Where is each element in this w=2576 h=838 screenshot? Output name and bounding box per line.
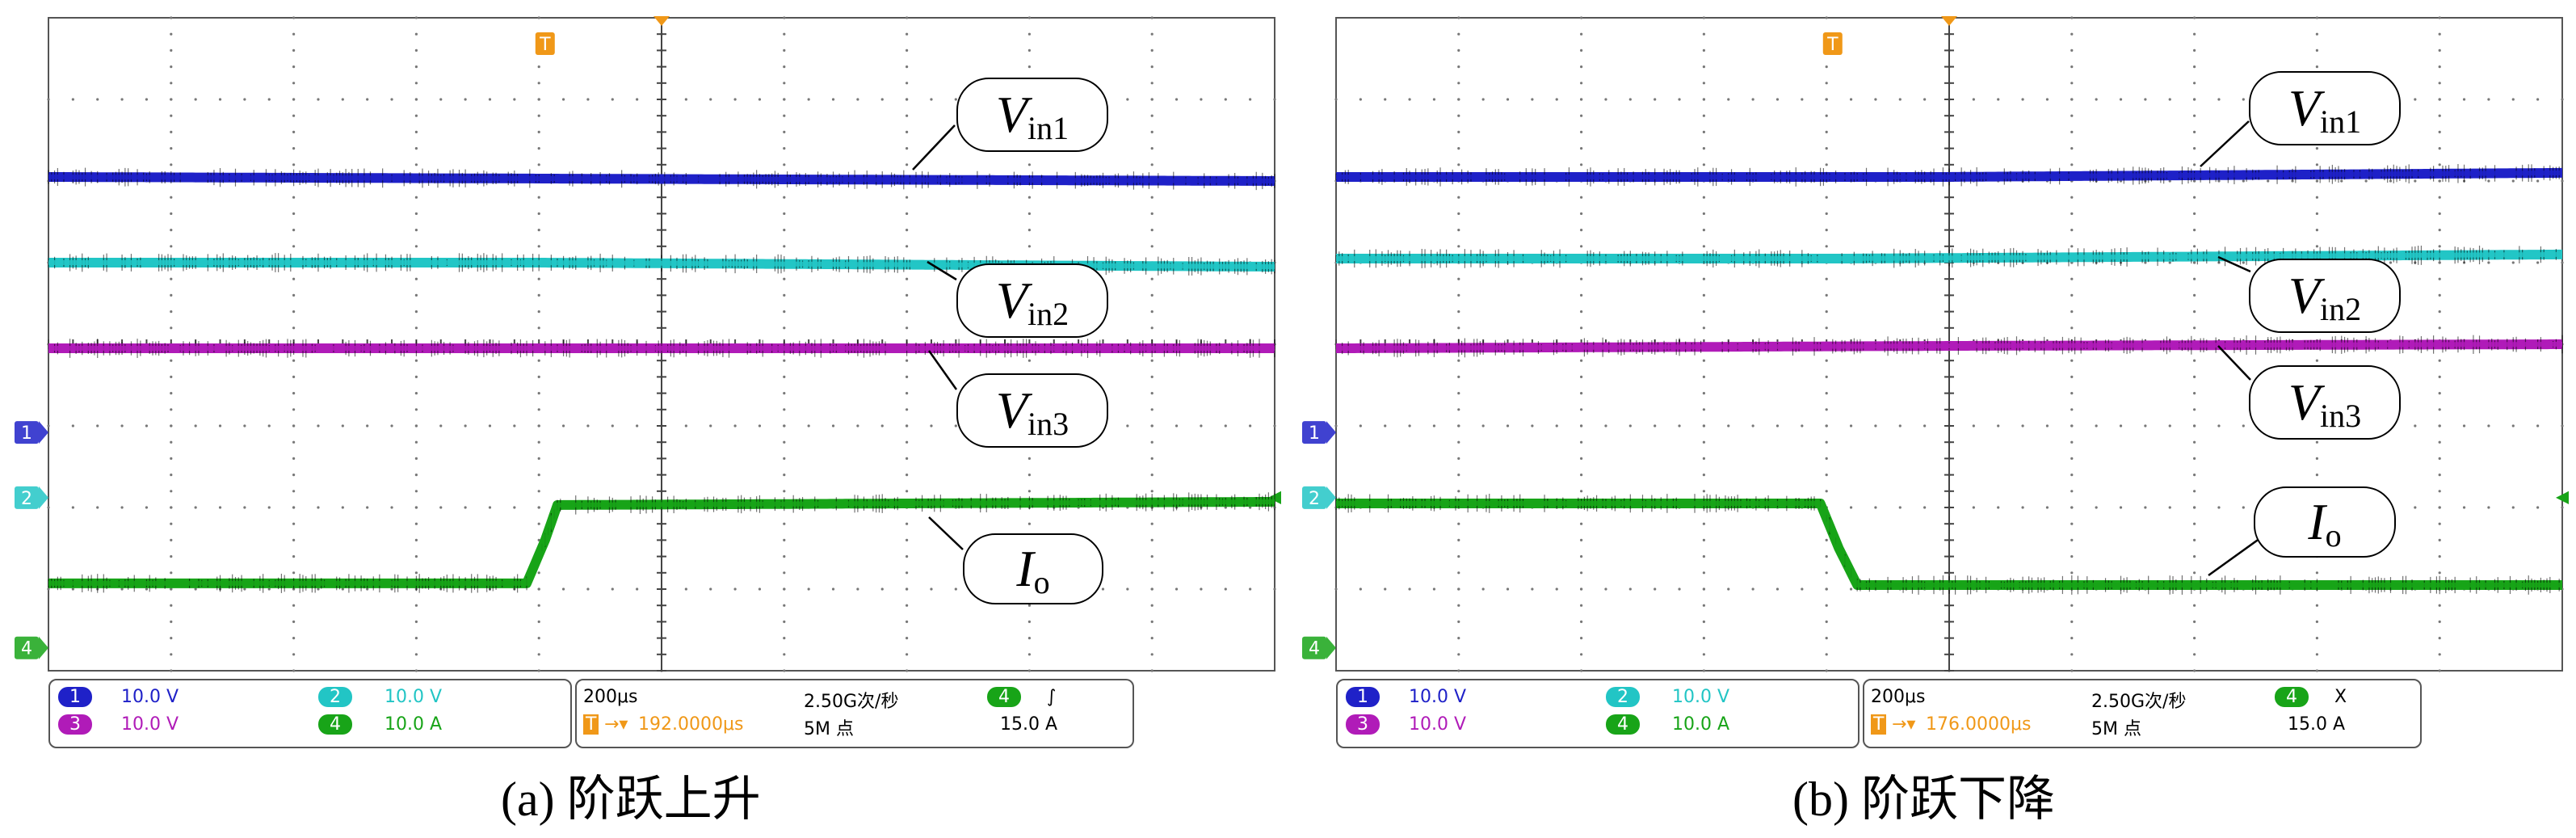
ground-marker-label: 2 <box>21 489 32 509</box>
caption-b: (b) 阶跃下降 <box>1792 773 2055 826</box>
trigger-level-arrow <box>2556 491 2569 504</box>
ground-marker-2 <box>15 486 39 509</box>
ch4-scale: 10.0 A <box>385 714 443 735</box>
record-length: 5M 点 <box>2091 719 2141 739</box>
trigger-slope: X <box>2334 687 2347 707</box>
trigger-channel-badge: 4 <box>987 687 1021 707</box>
callout-leader-2 <box>927 350 958 390</box>
scope-panel-b: T 1 2 4 1 10.0 V 2 10.0 V 3 10.0 V 4 10.0 A… <box>1288 0 2575 838</box>
ch3-badge: 3 <box>1346 714 1380 735</box>
callout-leader-2 <box>2217 345 2251 381</box>
ground-marker-label: 4 <box>1309 639 1320 659</box>
trigger-slope: ∫ <box>1047 687 1057 707</box>
trigger-time-marker <box>653 16 670 26</box>
ch4-badge: 4 <box>318 714 352 735</box>
trigger-time-marker <box>1941 16 1957 26</box>
ground-marker-4 <box>15 636 39 659</box>
callout-leader-1 <box>927 260 957 281</box>
scope-panel-a: T 1 2 4 1 10.0 V 2 10.0 V 3 10.0 V 4 10.0 A… <box>15 16 1281 826</box>
ch3-scale: 10.0 V <box>121 714 179 735</box>
trigger-level: 15.0 A <box>2288 714 2346 735</box>
ch1-scale: 10.0 V <box>121 687 179 707</box>
trigger-marker-label: T <box>1826 35 1838 55</box>
ch2-badge: 2 <box>1606 687 1640 707</box>
trigger-icon: T <box>583 714 599 735</box>
ground-marker-label: 1 <box>21 423 32 444</box>
ground-marker-label: 1 <box>1309 423 1320 444</box>
trigger-arrow-icon: →▾ <box>1892 714 1916 735</box>
ch1-scale: 10.0 V <box>1409 687 1467 707</box>
ch4-scale: 10.0 A <box>1672 714 1730 735</box>
sample-rate: 2.50G次/秒 <box>2091 692 2187 712</box>
trigger-arrow-icon: →▾ <box>604 714 628 735</box>
trigger-marker-label: T <box>539 35 551 55</box>
trigger-position: 176.0000μs <box>1926 714 2032 735</box>
trigger-channel-badge: 4 <box>2275 687 2309 707</box>
ch1-badge: 1 <box>58 687 92 707</box>
ch3-scale: 10.0 V <box>1409 714 1467 735</box>
callout-leader-0 <box>912 124 956 171</box>
ch2-scale: 10.0 V <box>385 687 443 707</box>
callout-leader-1 <box>2217 255 2251 273</box>
timebase: 200μs <box>583 687 638 707</box>
ch1-badge: 1 <box>1346 687 1380 707</box>
trigger-marker-icon <box>1822 32 1843 55</box>
trigger-marker-icon <box>535 32 555 55</box>
ground-marker-2 <box>1302 486 1326 509</box>
ground-marker-1 <box>15 421 39 444</box>
callout-leader-3 <box>928 516 964 550</box>
trigger-icon: T <box>1871 714 1887 735</box>
trigger-level: 15.0 A <box>1000 714 1058 735</box>
trigger-position: 192.0000μs <box>638 714 744 735</box>
ground-marker-1 <box>1302 421 1326 444</box>
record-length: 5M 点 <box>804 719 854 739</box>
timebase: 200μs <box>1871 687 1926 707</box>
ch2-scale: 10.0 V <box>1672 687 1730 707</box>
callout-leader-0 <box>2200 120 2250 167</box>
ch3-badge: 3 <box>58 714 92 735</box>
sample-rate: 2.50G次/秒 <box>804 692 899 712</box>
ground-marker-4 <box>1302 636 1326 659</box>
ground-marker-label: 2 <box>1309 489 1320 509</box>
caption-a: (a) 阶跃上升 <box>501 773 761 826</box>
ground-marker-label: 4 <box>21 639 32 659</box>
ch2-badge: 2 <box>318 687 352 707</box>
ch4-badge: 4 <box>1606 714 1640 735</box>
callout-leader-3 <box>2208 537 2261 577</box>
